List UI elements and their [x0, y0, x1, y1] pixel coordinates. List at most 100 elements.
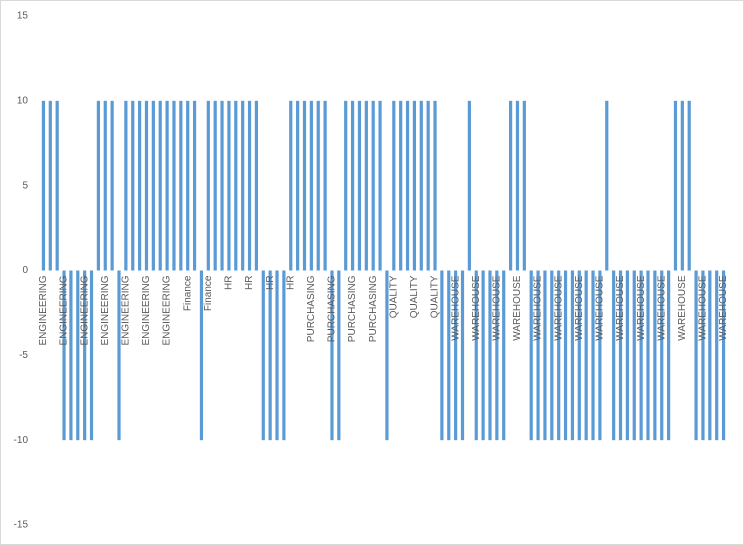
x-tick-label: PURCHASING: [368, 275, 379, 342]
x-tick-label: ENGINEERING: [141, 275, 152, 345]
bar: [323, 100, 327, 271]
x-tick-label: QUALITY: [409, 275, 420, 318]
bar: [715, 270, 719, 441]
bar: [103, 100, 107, 271]
bar: [206, 100, 210, 271]
bar: [275, 270, 279, 441]
bar: [632, 270, 636, 441]
x-tick-label: HR: [224, 276, 235, 290]
bar: [557, 270, 561, 441]
x-tick-label: ENGINEERING: [38, 275, 49, 345]
x-tick-label: Finance: [182, 275, 193, 311]
bar: [529, 270, 533, 441]
bar: [117, 270, 121, 441]
y-tick-label: -10: [14, 435, 29, 446]
bar: [254, 100, 259, 271]
bar: [350, 100, 355, 271]
x-tick-label: WAREHOUSE: [677, 275, 688, 341]
bar: [653, 270, 657, 441]
bar: [316, 100, 320, 271]
x-tick-label: ENGINEERING: [59, 275, 70, 345]
bar: [199, 270, 204, 441]
bar: [660, 270, 664, 441]
bar: [186, 100, 190, 271]
x-tick-label: PURCHASING: [347, 275, 358, 342]
bar: [289, 100, 293, 271]
bar: [440, 270, 444, 441]
bar: [502, 270, 506, 441]
x-tick-label: WAREHOUSE: [491, 275, 502, 341]
bar: [385, 270, 389, 441]
x-tick-label: WAREHOUSE: [656, 275, 667, 341]
bar: [618, 270, 623, 441]
bar: [405, 100, 410, 271]
x-tick-label: WAREHOUSE: [553, 275, 564, 341]
bar: [563, 270, 568, 441]
bar: [508, 100, 513, 271]
bar: [302, 100, 307, 271]
y-tick-label: -15: [14, 520, 29, 531]
bar: [69, 270, 73, 441]
bar: [598, 270, 602, 441]
bar: [522, 100, 526, 271]
x-tick-label: WAREHOUSE: [636, 275, 647, 341]
bar: [667, 270, 671, 441]
bar: [426, 100, 430, 271]
bar: [344, 100, 348, 271]
bar: [488, 270, 492, 441]
bar: [241, 100, 245, 271]
y-tick-label: 5: [22, 180, 28, 191]
x-tick-label: QUALITY: [430, 275, 441, 318]
bar: [357, 100, 362, 271]
bar: [151, 100, 155, 271]
bar: [220, 100, 224, 271]
bar: [447, 270, 451, 441]
bar: [268, 270, 272, 441]
x-tick-label: WAREHOUSE: [718, 275, 729, 341]
x-tick-label: PURCHASING: [327, 275, 338, 342]
x-tick-label: QUALITY: [388, 275, 399, 318]
bar: [474, 270, 478, 441]
bar: [309, 100, 313, 271]
bar: [192, 100, 197, 271]
bar: [48, 100, 52, 271]
bar: [419, 100, 423, 271]
bar: [673, 100, 678, 271]
bar: [179, 100, 183, 271]
bar: [158, 100, 162, 271]
bar: [55, 100, 59, 271]
bar: [577, 270, 581, 441]
x-tick-label: PURCHASING: [306, 275, 317, 342]
bar: [694, 270, 698, 441]
bar: [144, 100, 149, 271]
y-tick-label: -5: [19, 350, 28, 361]
bar: [687, 100, 691, 271]
x-tick-label: WAREHOUSE: [450, 275, 461, 341]
x-tick-label: WAREHOUSE: [512, 275, 523, 341]
x-tick-label: HR: [265, 276, 276, 290]
bar: [584, 270, 588, 441]
bar: [570, 270, 575, 441]
x-tick-label: ENGINEERING: [79, 275, 90, 345]
bar: [591, 270, 595, 441]
bar: [337, 270, 341, 441]
bar: [261, 270, 265, 441]
bar: [481, 270, 485, 441]
x-tick-label: WAREHOUSE: [533, 275, 544, 341]
bar: [680, 100, 684, 271]
x-tick-label: Finance: [203, 275, 214, 311]
bar: [378, 100, 382, 271]
x-tick-label: ENGINEERING: [162, 275, 173, 345]
bar: [399, 100, 403, 271]
bar: [96, 100, 100, 271]
x-tick-label: WAREHOUSE: [615, 275, 626, 341]
bar: [131, 100, 135, 271]
bar: [227, 100, 231, 271]
x-tick-label: WAREHOUSE: [698, 275, 709, 341]
bar: [392, 100, 396, 271]
bar: [364, 100, 368, 271]
bar: [454, 270, 458, 441]
x-tick-label: HR: [244, 276, 255, 290]
bar: [124, 100, 128, 271]
